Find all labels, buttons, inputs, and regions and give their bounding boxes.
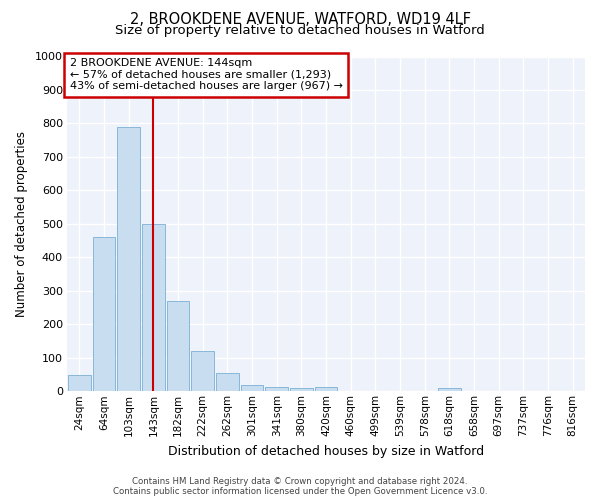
Bar xyxy=(241,384,263,392)
Bar xyxy=(438,388,461,392)
Bar xyxy=(216,373,239,392)
Bar xyxy=(191,351,214,392)
Bar xyxy=(290,388,313,392)
Text: Size of property relative to detached houses in Watford: Size of property relative to detached ho… xyxy=(115,24,485,37)
Text: Contains HM Land Registry data © Crown copyright and database right 2024.
Contai: Contains HM Land Registry data © Crown c… xyxy=(113,476,487,496)
X-axis label: Distribution of detached houses by size in Watford: Distribution of detached houses by size … xyxy=(168,444,484,458)
Bar xyxy=(68,374,91,392)
Text: 2 BROOKDENE AVENUE: 144sqm
← 57% of detached houses are smaller (1,293)
43% of s: 2 BROOKDENE AVENUE: 144sqm ← 57% of deta… xyxy=(70,58,343,92)
Text: 2, BROOKDENE AVENUE, WATFORD, WD19 4LF: 2, BROOKDENE AVENUE, WATFORD, WD19 4LF xyxy=(130,12,470,28)
Bar xyxy=(118,127,140,392)
Bar xyxy=(93,238,115,392)
Y-axis label: Number of detached properties: Number of detached properties xyxy=(15,131,28,317)
Bar xyxy=(265,387,288,392)
Bar xyxy=(315,387,337,392)
Bar xyxy=(142,224,165,392)
Bar xyxy=(167,301,190,392)
